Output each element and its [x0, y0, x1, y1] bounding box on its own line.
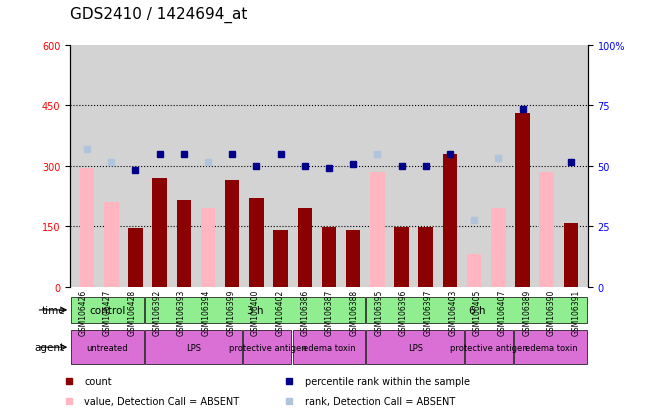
- Text: GSM106390: GSM106390: [547, 289, 556, 335]
- Text: GSM106395: GSM106395: [374, 289, 383, 335]
- Text: 3 h: 3 h: [246, 305, 263, 315]
- FancyBboxPatch shape: [71, 297, 144, 323]
- Text: GSM106403: GSM106403: [448, 289, 457, 335]
- Bar: [467, 255, 482, 287]
- FancyBboxPatch shape: [144, 331, 242, 364]
- Text: GSM106396: GSM106396: [399, 289, 408, 335]
- Text: 6 h: 6 h: [469, 305, 485, 315]
- Text: GSM106386: GSM106386: [301, 289, 309, 335]
- Bar: [540, 172, 554, 287]
- Text: GSM106387: GSM106387: [325, 289, 334, 335]
- FancyBboxPatch shape: [243, 331, 291, 364]
- FancyBboxPatch shape: [514, 331, 587, 364]
- Text: LPS: LPS: [407, 343, 423, 352]
- Bar: [515, 114, 530, 287]
- Text: protective antigen: protective antigen: [228, 343, 306, 352]
- Text: edema toxin: edema toxin: [524, 343, 577, 352]
- Text: agent: agent: [35, 342, 65, 352]
- Text: GSM106428: GSM106428: [128, 289, 137, 335]
- Bar: [225, 180, 240, 287]
- Text: GSM106394: GSM106394: [202, 289, 210, 335]
- Bar: [176, 200, 191, 287]
- FancyBboxPatch shape: [71, 331, 144, 364]
- Text: LPS: LPS: [186, 343, 201, 352]
- Text: GSM106405: GSM106405: [473, 289, 482, 335]
- Bar: [564, 223, 578, 287]
- FancyBboxPatch shape: [367, 331, 464, 364]
- Text: GSM106407: GSM106407: [498, 289, 506, 335]
- Bar: [128, 229, 143, 287]
- Bar: [249, 198, 264, 287]
- Text: GSM106426: GSM106426: [78, 289, 88, 335]
- Text: GSM106389: GSM106389: [522, 289, 531, 335]
- Bar: [443, 154, 457, 287]
- Bar: [297, 209, 312, 287]
- FancyBboxPatch shape: [465, 331, 514, 364]
- Bar: [370, 172, 385, 287]
- Bar: [322, 228, 336, 287]
- Bar: [79, 168, 94, 287]
- Text: GSM106388: GSM106388: [349, 289, 359, 335]
- Text: GSM106397: GSM106397: [424, 289, 433, 335]
- Bar: [491, 209, 506, 287]
- Text: time: time: [41, 305, 65, 315]
- Bar: [201, 209, 215, 287]
- Text: GSM106393: GSM106393: [177, 289, 186, 335]
- Text: value, Detection Call = ABSENT: value, Detection Call = ABSENT: [84, 396, 240, 406]
- FancyBboxPatch shape: [293, 331, 365, 364]
- Text: GSM106402: GSM106402: [276, 289, 285, 335]
- Text: GSM106391: GSM106391: [571, 289, 580, 335]
- Text: GSM106399: GSM106399: [226, 289, 235, 335]
- Bar: [346, 230, 361, 287]
- Text: protective antigen: protective antigen: [450, 343, 528, 352]
- Text: count: count: [84, 376, 112, 386]
- Bar: [394, 228, 409, 287]
- FancyBboxPatch shape: [144, 297, 365, 323]
- Text: GSM106427: GSM106427: [103, 289, 112, 335]
- Text: rank, Detection Call = ABSENT: rank, Detection Call = ABSENT: [305, 396, 455, 406]
- Bar: [104, 202, 118, 287]
- Bar: [152, 178, 167, 287]
- Text: edema toxin: edema toxin: [303, 343, 355, 352]
- Text: GDS2410 / 1424694_at: GDS2410 / 1424694_at: [70, 7, 248, 23]
- Text: percentile rank within the sample: percentile rank within the sample: [305, 376, 470, 386]
- Bar: [273, 230, 288, 287]
- Text: control: control: [89, 305, 126, 315]
- Text: untreated: untreated: [86, 343, 128, 352]
- Text: GSM106400: GSM106400: [251, 289, 260, 335]
- Text: GSM106392: GSM106392: [152, 289, 162, 335]
- FancyBboxPatch shape: [367, 297, 587, 323]
- Bar: [418, 228, 433, 287]
